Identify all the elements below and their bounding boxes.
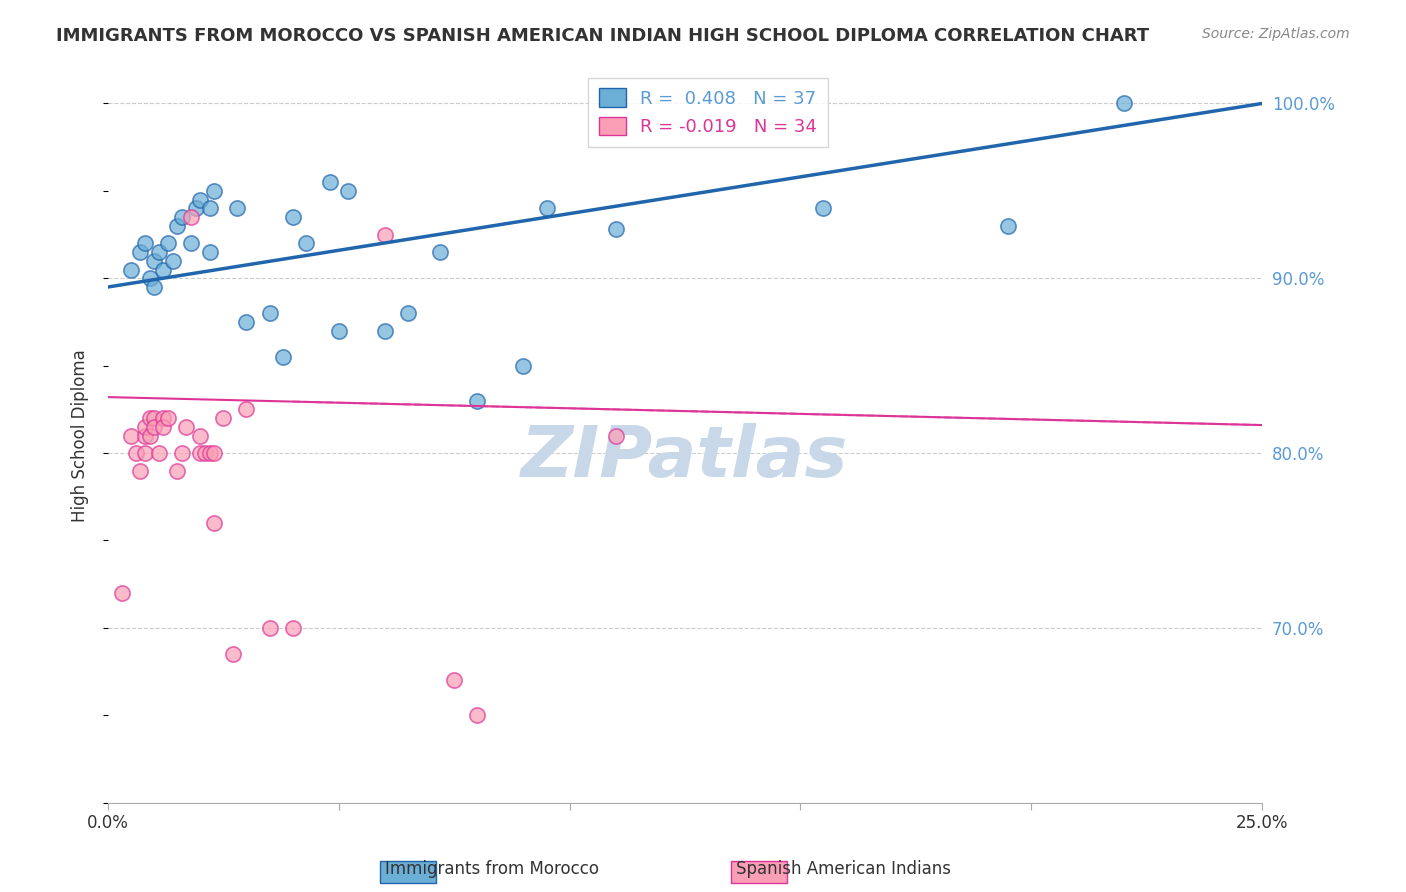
Point xyxy=(194,446,217,460)
Point xyxy=(120,262,142,277)
Point xyxy=(138,428,160,442)
Point xyxy=(152,419,174,434)
Point xyxy=(198,446,221,460)
Point xyxy=(143,419,166,434)
Point xyxy=(337,184,360,198)
Point xyxy=(156,411,179,425)
Point xyxy=(997,219,1019,233)
Point xyxy=(134,419,156,434)
Point xyxy=(129,245,152,260)
Point xyxy=(143,253,166,268)
Point xyxy=(148,245,170,260)
Point xyxy=(125,446,148,460)
Point xyxy=(180,236,202,251)
Point xyxy=(465,708,488,723)
Text: Immigrants from Morocco: Immigrants from Morocco xyxy=(385,860,599,878)
Point xyxy=(259,306,281,320)
Point xyxy=(184,202,207,216)
Point xyxy=(170,210,193,224)
Point xyxy=(202,184,225,198)
Point xyxy=(198,245,221,260)
Legend: R =  0.408   N = 37, R = -0.019   N = 34: R = 0.408 N = 37, R = -0.019 N = 34 xyxy=(588,78,828,147)
Point xyxy=(226,202,249,216)
Point xyxy=(166,219,188,233)
Point xyxy=(129,463,152,477)
Point xyxy=(235,315,257,329)
Point xyxy=(221,647,243,661)
Point xyxy=(120,428,142,442)
Point xyxy=(202,446,225,460)
Point xyxy=(536,202,558,216)
Point xyxy=(188,193,211,207)
Point xyxy=(138,411,160,425)
Point xyxy=(295,236,318,251)
Point xyxy=(281,621,304,635)
Point xyxy=(156,236,179,251)
Text: Source: ZipAtlas.com: Source: ZipAtlas.com xyxy=(1202,27,1350,41)
Point xyxy=(148,446,170,460)
Point xyxy=(143,280,166,294)
Point xyxy=(166,463,188,477)
Point xyxy=(374,324,396,338)
Point xyxy=(318,175,340,189)
Text: IMMIGRANTS FROM MOROCCO VS SPANISH AMERICAN INDIAN HIGH SCHOOL DIPLOMA CORRELATI: IMMIGRANTS FROM MOROCCO VS SPANISH AMERI… xyxy=(56,27,1149,45)
Point xyxy=(134,428,156,442)
Point xyxy=(328,324,350,338)
Text: ZIPatlas: ZIPatlas xyxy=(522,423,849,492)
Point xyxy=(188,446,211,460)
Point xyxy=(443,673,465,688)
Point xyxy=(162,253,184,268)
Point xyxy=(259,621,281,635)
Text: Spanish American Indians: Spanish American Indians xyxy=(737,860,950,878)
Point xyxy=(212,411,235,425)
Point xyxy=(281,210,304,224)
Point xyxy=(111,586,134,600)
Point xyxy=(152,411,174,425)
Point xyxy=(143,411,166,425)
Point xyxy=(134,446,156,460)
Point xyxy=(176,419,198,434)
Point xyxy=(605,222,627,236)
Point xyxy=(512,359,534,373)
Point xyxy=(396,306,419,320)
Point xyxy=(170,446,193,460)
Y-axis label: High School Diploma: High School Diploma xyxy=(72,349,89,522)
Point xyxy=(273,350,295,364)
Point xyxy=(465,393,488,408)
Point xyxy=(813,202,835,216)
Point xyxy=(152,262,174,277)
Point xyxy=(1112,96,1135,111)
Point xyxy=(235,402,257,417)
Point xyxy=(374,227,396,242)
Point xyxy=(180,210,202,224)
Point xyxy=(202,516,225,530)
Point xyxy=(198,202,221,216)
Point xyxy=(134,236,156,251)
Point xyxy=(429,245,451,260)
Point xyxy=(605,428,627,442)
Point xyxy=(138,271,160,285)
Point xyxy=(188,428,211,442)
